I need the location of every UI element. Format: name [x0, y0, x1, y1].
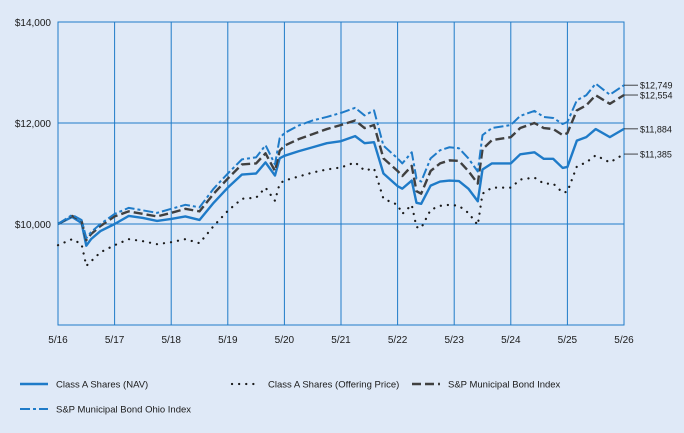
x-tick-label: 5/22 — [388, 335, 408, 346]
legend-label: Class A Shares (Offering Price) — [268, 380, 399, 391]
end-value-label: $12,554 — [640, 91, 673, 101]
x-tick-label: 5/26 — [614, 335, 634, 346]
x-tick-label: 5/19 — [218, 335, 238, 346]
label-layer: 5/16 5/17 5/18 5/19 5/20 5/21 5/22 5/23 5/24 5/25… — [15, 18, 673, 346]
grid-layer — [57, 21, 625, 326]
legend: Class A Shares (NAV) Class A Shares (Offe… — [20, 380, 561, 416]
x-tick-label: 5/18 — [161, 335, 181, 346]
legend-label: S&P Municipal Bond Ohio Index — [56, 405, 191, 416]
x-tick-label: 5/17 — [105, 335, 125, 346]
legend-label: S&P Municipal Bond Index — [448, 380, 561, 391]
series-line-dashed — [57, 94, 625, 242]
x-tick-label: 5/20 — [275, 335, 295, 346]
y-tick-label: $14,000 — [15, 18, 52, 29]
series-line-dotted — [56, 152, 626, 268]
end-value-label: $11,884 — [640, 124, 672, 134]
y-tick-label: $12,000 — [15, 119, 52, 130]
x-tick-label: 5/16 — [48, 335, 68, 346]
y-tick-label: $10,000 — [15, 220, 52, 231]
series-line-solid — [57, 127, 625, 247]
end-value-label: $12,749 — [640, 81, 673, 91]
x-tick-label: 5/23 — [444, 335, 464, 346]
x-tick-label: 5/21 — [331, 335, 351, 346]
x-tick-label: 5/24 — [501, 335, 521, 346]
series-line-dashdot — [57, 82, 625, 240]
series-layer — [56, 82, 626, 268]
legend-label: Class A Shares (NAV) — [56, 380, 148, 391]
end-value-label: $11,385 — [640, 150, 672, 160]
x-tick-label: 5/25 — [558, 335, 578, 346]
